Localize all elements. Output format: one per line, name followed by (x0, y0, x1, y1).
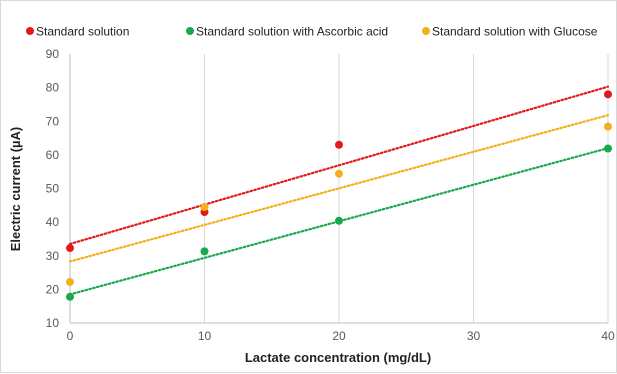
trendline-series-2 (68, 147, 610, 296)
legend-label: Standard solution with Glucose (432, 25, 598, 39)
data-point-series-1 (66, 244, 74, 253)
data-point-series-3 (335, 169, 343, 178)
x-tick-label: 20 (332, 329, 346, 343)
data-point-series-3 (604, 122, 612, 131)
y-tick-label: 20 (46, 282, 60, 296)
legend-label: Standard solution with Ascorbic acid (196, 25, 388, 39)
legend-marker (422, 27, 430, 35)
legend-label: Standard solution (36, 25, 129, 39)
legend-item: Standard solution with Ascorbic acid (186, 25, 388, 39)
data-point-series-1 (604, 90, 612, 99)
y-axis-title: Electric current (µA) (8, 127, 23, 252)
y-tick-label: 70 (46, 114, 60, 128)
x-axis-title: Lactate concentration (mg/dL) (245, 350, 431, 365)
data-point-series-2 (604, 144, 612, 153)
legend-item: Standard solution with Glucose (422, 25, 598, 39)
legend-marker (186, 27, 194, 35)
grid-layer (69, 54, 609, 324)
x-tick-label: 40 (601, 329, 615, 343)
data-point-series-1 (335, 140, 343, 149)
y-tick-label: 30 (46, 249, 60, 263)
data-point-series-3 (200, 202, 209, 211)
data-point-series-2 (66, 292, 74, 301)
x-tick-label: 30 (467, 329, 481, 343)
x-tick-label: 10 (198, 329, 212, 343)
y-tick-label: 80 (46, 81, 60, 95)
y-tick-label: 50 (46, 182, 60, 196)
y-tick-label: 60 (46, 148, 60, 162)
y-tick-label: 10 (46, 316, 60, 330)
y-tick-label: 90 (46, 47, 60, 61)
point-layer (66, 90, 612, 301)
trendline-series-1 (68, 85, 610, 246)
trendline-layer (68, 85, 610, 296)
legend-marker (26, 27, 34, 35)
legend-item: Standard solution (26, 25, 129, 39)
x-tick-label: 0 (67, 329, 74, 343)
data-point-series-2 (335, 216, 343, 225)
trendline-series-3 (68, 114, 610, 263)
legend: Standard solution Standard solution with … (26, 25, 598, 39)
y-tick-label: 40 (46, 215, 60, 229)
tick-label-layer: 0 10 20 30 40 10 20 30 40 50 60 70 80 90 (46, 47, 615, 343)
data-point-series-3 (66, 277, 74, 286)
data-point-series-2 (200, 247, 209, 256)
